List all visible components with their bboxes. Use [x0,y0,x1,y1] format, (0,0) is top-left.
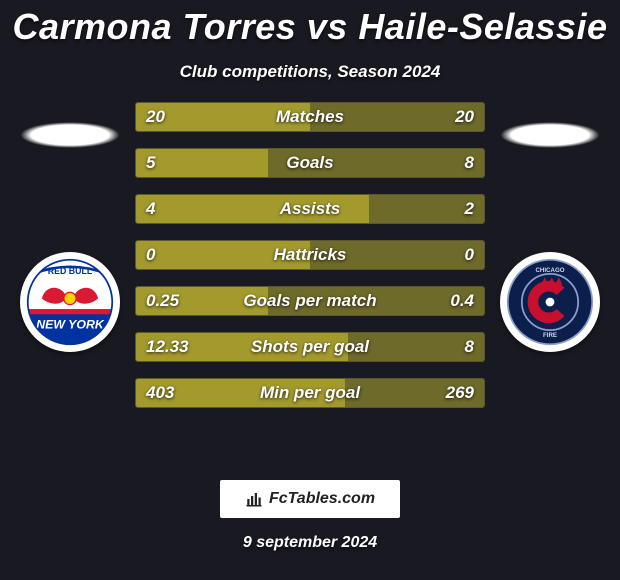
stat-row: 42Assists [135,194,485,224]
spotlight-left [20,122,120,148]
stat-label: Hattricks [136,241,484,269]
stat-row: 0.250.4Goals per match [135,286,485,316]
page-title: Carmona Torres vs Haile-Selassie [0,0,620,48]
stat-label: Matches [136,103,484,131]
svg-text:NEW YORK: NEW YORK [36,317,105,331]
comparison-arena: NEW YORK RED BULL CHICAGO FIRE [0,102,620,462]
brand-badge: FcTables.com [220,480,400,518]
stat-row: 403269Min per goal [135,378,485,408]
stat-bars: 2020Matches 58Goals 42Assists 00Hattricks 0.… [135,102,485,424]
bar-chart-icon [245,490,263,508]
stat-label: Goals per match [136,287,484,315]
stat-label: Assists [136,195,484,223]
player-left-spot: NEW YORK RED BULL [10,192,130,312]
stat-label: Shots per goal [136,333,484,361]
brand-text: FcTables.com [269,490,375,508]
stat-row: 58Goals [135,148,485,178]
stat-row: 12.338Shots per goal [135,332,485,362]
svg-text:CHICAGO: CHICAGO [535,267,564,274]
spotlight-right [500,122,600,148]
stat-label: Min per goal [136,379,484,407]
stat-row: 2020Matches [135,102,485,132]
stat-row: 00Hattricks [135,240,485,270]
subtitle: Club competitions, Season 2024 [0,62,620,82]
date-text: 9 september 2024 [0,534,620,552]
stat-label: Goals [136,149,484,177]
player-right-spot: CHICAGO FIRE [490,192,610,312]
team-badge-left: NEW YORK RED BULL [20,252,120,352]
svg-text:RED BULL: RED BULL [48,266,93,276]
team-badge-right: CHICAGO FIRE [500,252,600,352]
svg-text:FIRE: FIRE [543,332,557,339]
